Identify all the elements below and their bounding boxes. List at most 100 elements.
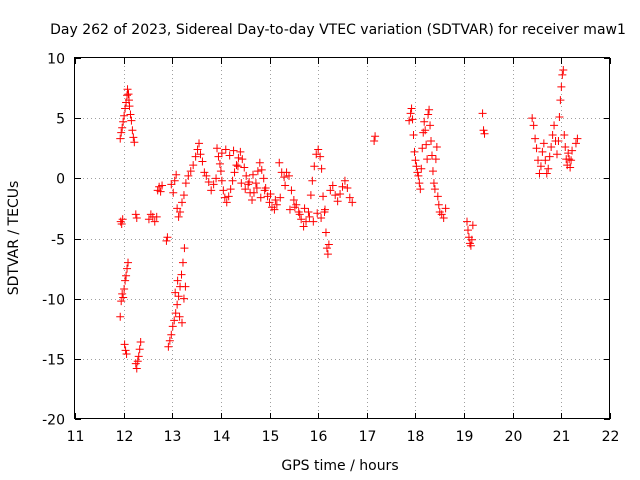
data-point (237, 179, 246, 188)
data-point (121, 104, 130, 113)
data-point (169, 188, 178, 197)
data-point (150, 217, 159, 226)
data-point (285, 205, 294, 214)
data-point (565, 155, 574, 164)
data-point (167, 330, 176, 339)
data-point (118, 289, 127, 298)
data-point (408, 115, 417, 124)
data-point (118, 215, 127, 224)
data-point (343, 183, 352, 192)
data-point (432, 143, 441, 152)
data-point (314, 145, 323, 154)
data-point (308, 176, 317, 185)
data-point (407, 104, 416, 113)
data-point (181, 179, 190, 188)
data-point (463, 226, 472, 235)
data-point (121, 276, 130, 285)
data-point (324, 240, 333, 249)
data-point (116, 134, 125, 143)
data-point (541, 156, 550, 165)
data-point (534, 156, 543, 165)
data-point (236, 147, 245, 156)
data-point (423, 155, 432, 164)
data-point (433, 192, 442, 201)
data-point (538, 147, 547, 156)
data-point (245, 177, 254, 186)
data-point (558, 70, 567, 79)
data-point (174, 292, 183, 301)
data-point (163, 233, 172, 242)
data-point (429, 179, 438, 188)
data-point (229, 146, 238, 155)
data-point (216, 167, 225, 176)
data-point (177, 270, 186, 279)
data-point (173, 276, 182, 285)
data-point (310, 162, 319, 171)
data-point (214, 152, 223, 161)
data-point (170, 176, 179, 185)
data-point (321, 228, 330, 237)
data-point (560, 131, 569, 140)
data-point (126, 110, 135, 119)
data-point (304, 208, 313, 217)
data-point (125, 102, 134, 111)
data-point (316, 152, 325, 161)
data-point (338, 182, 347, 191)
data-point (168, 322, 177, 331)
data-point (193, 145, 202, 154)
data-point (426, 121, 435, 130)
data-point (251, 179, 260, 188)
data-point (371, 132, 380, 141)
data-point (276, 193, 285, 202)
data-point (370, 137, 379, 146)
data-point (129, 133, 138, 142)
axis-ticks: 11 12 13 14 15 16 17 18 19 20 21 22 -20 -15 -10 -5 0 5 10 (42, 52, 619, 446)
x-tick-label: 11 (67, 429, 85, 445)
data-point (410, 147, 419, 156)
data-point (542, 169, 551, 178)
plot-area-frame (74, 57, 610, 419)
data-point (238, 155, 247, 164)
data-point (425, 105, 434, 114)
data-point (228, 176, 237, 185)
data-point (215, 159, 224, 168)
data-point (123, 85, 132, 94)
data-point (178, 198, 186, 207)
x-tick-label: 14 (213, 429, 231, 445)
data-point (170, 316, 179, 325)
data-point (179, 191, 188, 200)
data-point (156, 187, 165, 196)
data-point (212, 174, 221, 183)
data-point (209, 180, 218, 189)
data-point (479, 126, 488, 135)
data-point (124, 258, 133, 267)
data-point (217, 149, 226, 158)
data-point (413, 168, 422, 177)
data-point (340, 176, 349, 185)
data-point (165, 336, 174, 345)
data-point (539, 139, 548, 148)
data-point (348, 198, 357, 207)
data-point (270, 205, 279, 214)
data-point (302, 217, 311, 226)
data-point (176, 208, 185, 217)
data-point (466, 241, 475, 250)
data-point (305, 212, 314, 221)
data-point (439, 214, 448, 223)
data-point (219, 186, 228, 195)
x-tick-label: 18 (407, 429, 425, 445)
y-tick-label: 0 (56, 172, 65, 188)
data-point (280, 173, 289, 182)
data-point (285, 171, 293, 180)
data-point (417, 164, 426, 173)
data-point (257, 165, 266, 174)
data-point (181, 282, 190, 291)
data-point (224, 192, 233, 201)
data-point (531, 134, 540, 143)
data-point (536, 162, 545, 171)
data-point (422, 140, 431, 149)
data-point (434, 200, 443, 209)
data-point (130, 138, 139, 147)
data-point (406, 109, 415, 118)
